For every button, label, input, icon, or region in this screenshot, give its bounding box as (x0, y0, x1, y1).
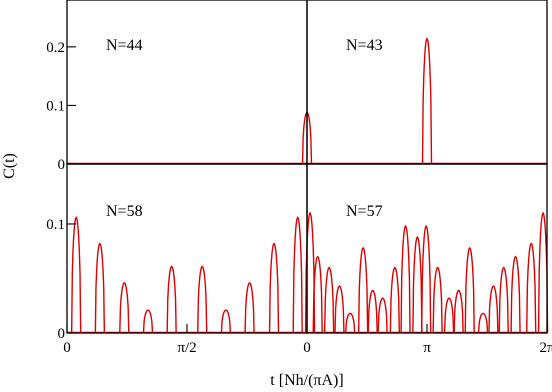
y-axis-title: C(t) (1, 153, 18, 179)
peak-bottom-left-3 (142, 309, 154, 334)
peak-bottom-right-12 (432, 266, 443, 334)
x-tick-label-bottom-right-0: 0 (303, 340, 311, 356)
peak-bottom-right-13 (443, 297, 455, 334)
y-tick-label-top-left-0: 0 (58, 157, 66, 173)
x-tick-label-bottom-left-0: 0 (63, 340, 71, 356)
x-axis-title: t [Nh/(πA)] (270, 372, 343, 389)
peak-bottom-right-15 (464, 246, 475, 334)
panel-label-bottom-right: N=57 (346, 203, 383, 220)
peak-bottom-right-16 (477, 312, 489, 334)
peak-bottom-right-19 (510, 255, 521, 334)
peak-bottom-right-7 (377, 297, 388, 334)
y-tick-label-bottom-left-0: 0 (58, 326, 66, 342)
peak-bottom-right-17 (488, 285, 499, 334)
peak-bottom-left-2 (119, 281, 130, 334)
y-tick-label-bottom-left-1: 0.1 (46, 217, 65, 233)
peak-bottom-right-4 (344, 312, 356, 334)
peak-bottom-right-1 (312, 255, 323, 334)
x-tick-label-bottom-right-2: 2π (539, 340, 552, 356)
y-tick-label-top-left-2: 0.2 (46, 40, 65, 56)
peak-bottom-right-9 (400, 224, 411, 334)
panel-label-bottom-left: N=58 (106, 203, 143, 220)
panel-label-top-right: N=43 (346, 37, 383, 54)
panel-top-right: N=43 (306, 0, 548, 165)
peak-bottom-left-6 (220, 309, 232, 334)
peak-bottom-right-21 (537, 211, 549, 334)
peak-bottom-left-1 (94, 242, 106, 334)
peak-bottom-right-20 (526, 242, 537, 334)
peak-bottom-right-18 (498, 266, 509, 334)
panel-label-top-left: N=44 (106, 37, 143, 54)
x-tick-label-bottom-left-1: π/2 (177, 340, 196, 356)
peak-bottom-right-6 (367, 289, 378, 334)
peak-bottom-right-11 (420, 224, 432, 334)
peak-bottom-right-5 (357, 246, 369, 334)
peak-bottom-left-5 (197, 265, 208, 334)
frame-top-left (66, 0, 308, 165)
peak-bottom-right-10 (412, 235, 423, 334)
panel-bottom-right: 0 π 2π N=57 (303, 163, 552, 356)
peak-bottom-left-7 (244, 281, 255, 334)
peak-bottom-left-0 (70, 215, 82, 334)
peak-bottom-right-8 (389, 266, 401, 334)
peak-bottom-right-3 (334, 285, 345, 334)
frame-top-right (306, 0, 548, 165)
peak-bottom-right-14 (453, 289, 464, 334)
frame-bottom-left (66, 163, 308, 334)
peak-bottom-right-2 (323, 266, 335, 334)
peak-bottom-left-4 (166, 265, 177, 334)
peak-bottom-left-9 (292, 215, 303, 334)
x-tick-label-bottom-right-1: π (423, 340, 431, 356)
panel-top-left: 0 0.1 0.2 N=44 (46, 0, 313, 173)
y-tick-label-top-left-1: 0.1 (46, 98, 65, 114)
peak-top-right-0 (421, 37, 433, 165)
panel-bottom-left: 0 0.1 0 π/2 N=58 (46, 163, 308, 356)
panels-group: 0 0.1 0.2 N=44 N=43 0 0.1 0 π/2 N=58 0 π 2π N=57 (46, 0, 552, 356)
peak-bottom-left-8 (268, 242, 280, 334)
